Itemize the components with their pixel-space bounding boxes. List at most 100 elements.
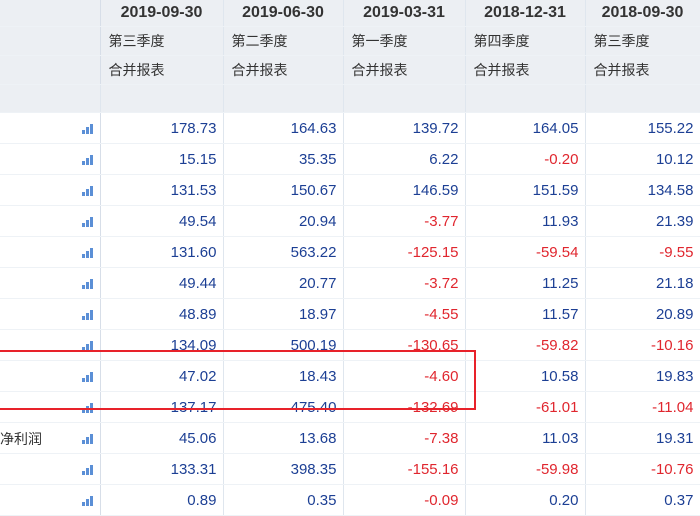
column-date[interactable]: 2018-09-30: [585, 0, 700, 27]
data-cell[interactable]: 146.59: [343, 174, 466, 206]
data-cell[interactable]: 11.57: [465, 298, 586, 330]
data-cell[interactable]: -59.98: [465, 453, 586, 485]
data-cell[interactable]: 131.60: [100, 236, 224, 268]
table-row[interactable]: 137.17 475.40 -132.69 -61.01 -11.04: [0, 391, 700, 423]
table-row[interactable]: 15.15 35.35 6.22 -0.20 10.12: [0, 143, 700, 175]
data-cell[interactable]: 20.89: [585, 298, 700, 330]
data-cell[interactable]: -59.82: [465, 329, 586, 361]
data-cell[interactable]: 21.39: [585, 205, 700, 237]
column-report-type[interactable]: 合并报表: [223, 55, 344, 85]
column-quarter[interactable]: 第三季度: [100, 26, 224, 56]
bar-chart-icon[interactable]: [81, 215, 96, 227]
data-cell[interactable]: 45.06: [100, 422, 224, 454]
column-report-type[interactable]: 合并报表: [343, 55, 466, 85]
column-quarter[interactable]: 第二季度: [223, 26, 344, 56]
data-cell[interactable]: 35.35: [223, 143, 344, 175]
data-cell[interactable]: 150.67: [223, 174, 344, 206]
data-cell[interactable]: -4.55: [343, 298, 466, 330]
table-row[interactable]: 47.02 18.43 -4.60 10.58 19.83: [0, 360, 700, 392]
table-row[interactable]: 净利润 45.06 13.68 -7.38 11.03 19.31: [0, 422, 700, 454]
bar-chart-icon[interactable]: [81, 277, 96, 289]
bar-chart-icon[interactable]: [81, 122, 96, 134]
data-cell[interactable]: 131.53: [100, 174, 224, 206]
data-cell[interactable]: 47.02: [100, 360, 224, 392]
data-cell[interactable]: 0.89: [100, 484, 224, 516]
data-cell[interactable]: 6.22: [343, 143, 466, 175]
data-cell[interactable]: 134.09: [100, 329, 224, 361]
data-cell[interactable]: -125.15: [343, 236, 466, 268]
bar-chart-icon[interactable]: [81, 246, 96, 258]
table-row[interactable]: 131.53 150.67 146.59 151.59 134.58: [0, 174, 700, 206]
data-cell[interactable]: -132.69: [343, 391, 466, 423]
data-cell[interactable]: 151.59: [465, 174, 586, 206]
data-cell[interactable]: 500.19: [223, 329, 344, 361]
data-cell[interactable]: -59.54: [465, 236, 586, 268]
column-report-type[interactable]: 合并报表: [465, 55, 586, 85]
data-cell[interactable]: 10.58: [465, 360, 586, 392]
bar-chart-icon[interactable]: [81, 401, 96, 413]
table-row[interactable]: 49.44 20.77 -3.72 11.25 21.18: [0, 267, 700, 299]
data-cell[interactable]: -7.38: [343, 422, 466, 454]
data-cell[interactable]: 11.25: [465, 267, 586, 299]
data-cell[interactable]: 49.44: [100, 267, 224, 299]
data-cell[interactable]: 155.22: [585, 112, 700, 144]
data-cell[interactable]: 10.12: [585, 143, 700, 175]
table-row[interactable]: 178.73 164.63 139.72 164.05 155.22: [0, 112, 700, 144]
data-cell[interactable]: -0.09: [343, 484, 466, 516]
column-date[interactable]: 2018-12-31: [465, 0, 586, 27]
column-date[interactable]: 2019-09-30: [100, 0, 224, 27]
data-cell[interactable]: -3.72: [343, 267, 466, 299]
column-report-type[interactable]: 合并报表: [100, 55, 224, 85]
data-cell[interactable]: -3.77: [343, 205, 466, 237]
data-cell[interactable]: 0.20: [465, 484, 586, 516]
data-cell[interactable]: -0.20: [465, 143, 586, 175]
data-cell[interactable]: 133.31: [100, 453, 224, 485]
data-cell[interactable]: -4.60: [343, 360, 466, 392]
data-cell[interactable]: 139.72: [343, 112, 466, 144]
data-cell[interactable]: 19.83: [585, 360, 700, 392]
table-row[interactable]: 133.31 398.35 -155.16 -59.98 -10.76: [0, 453, 700, 485]
bar-chart-icon[interactable]: [81, 184, 96, 196]
table-row[interactable]: 131.60 563.22 -125.15 -59.54 -9.55: [0, 236, 700, 268]
bar-chart-icon[interactable]: [81, 370, 96, 382]
bar-chart-icon[interactable]: [81, 339, 96, 351]
data-cell[interactable]: 563.22: [223, 236, 344, 268]
data-cell[interactable]: 0.37: [585, 484, 700, 516]
data-cell[interactable]: 15.15: [100, 143, 224, 175]
column-report-type[interactable]: 合并报表: [585, 55, 700, 85]
column-date[interactable]: 2019-06-30: [223, 0, 344, 27]
data-cell[interactable]: 19.31: [585, 422, 700, 454]
data-cell[interactable]: 164.63: [223, 112, 344, 144]
data-cell[interactable]: 0.35: [223, 484, 344, 516]
data-cell[interactable]: 49.54: [100, 205, 224, 237]
data-cell[interactable]: 164.05: [465, 112, 586, 144]
data-cell[interactable]: 134.58: [585, 174, 700, 206]
table-row[interactable]: 49.54 20.94 -3.77 11.93 21.39: [0, 205, 700, 237]
data-cell[interactable]: 21.18: [585, 267, 700, 299]
table-row[interactable]: 0.89 0.35 -0.09 0.20 0.37: [0, 484, 700, 516]
data-cell[interactable]: -11.04: [585, 391, 700, 423]
data-cell[interactable]: 20.77: [223, 267, 344, 299]
column-quarter[interactable]: 第四季度: [465, 26, 586, 56]
data-cell[interactable]: -9.55: [585, 236, 700, 268]
data-cell[interactable]: 11.03: [465, 422, 586, 454]
data-cell[interactable]: -10.16: [585, 329, 700, 361]
data-cell[interactable]: 18.43: [223, 360, 344, 392]
bar-chart-icon[interactable]: [81, 432, 96, 444]
data-cell[interactable]: -130.65: [343, 329, 466, 361]
data-cell[interactable]: 13.68: [223, 422, 344, 454]
column-quarter[interactable]: 第一季度: [343, 26, 466, 56]
column-quarter[interactable]: 第三季度: [585, 26, 700, 56]
bar-chart-icon[interactable]: [81, 308, 96, 320]
data-cell[interactable]: 178.73: [100, 112, 224, 144]
data-cell[interactable]: 475.40: [223, 391, 344, 423]
data-cell[interactable]: 11.93: [465, 205, 586, 237]
data-cell[interactable]: 137.17: [100, 391, 224, 423]
table-row[interactable]: 134.09 500.19 -130.65 -59.82 -10.16: [0, 329, 700, 361]
data-cell[interactable]: 20.94: [223, 205, 344, 237]
data-cell[interactable]: 18.97: [223, 298, 344, 330]
data-cell[interactable]: -155.16: [343, 453, 466, 485]
bar-chart-icon[interactable]: [81, 494, 96, 506]
data-cell[interactable]: -61.01: [465, 391, 586, 423]
table-row[interactable]: 48.89 18.97 -4.55 11.57 20.89: [0, 298, 700, 330]
